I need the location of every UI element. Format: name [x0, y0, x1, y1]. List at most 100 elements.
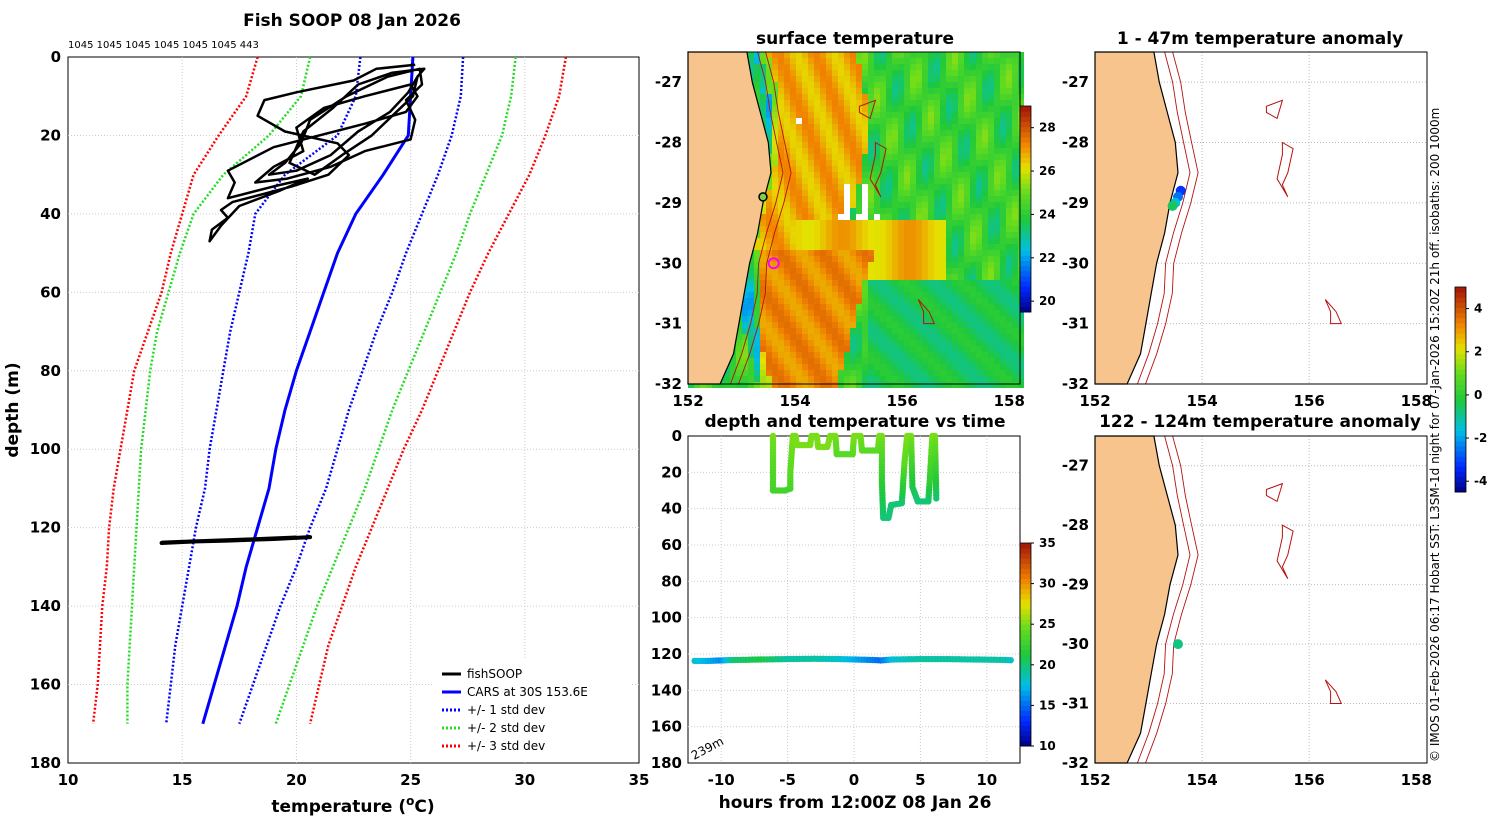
sst-cell	[892, 310, 898, 316]
sst-cell	[976, 70, 982, 76]
sst-cell	[958, 184, 964, 190]
an1-lat--31: -31	[1062, 315, 1089, 333]
sst-cell	[874, 274, 880, 280]
sst-cell	[922, 340, 928, 346]
sst-cell	[760, 232, 766, 238]
sst-cell	[1006, 292, 1012, 298]
sst-cell	[826, 340, 832, 346]
sst-cell	[748, 382, 754, 388]
sst-cell	[766, 190, 772, 196]
sst-cell	[922, 250, 928, 256]
sst-cell	[874, 106, 880, 112]
sst-cell	[742, 292, 748, 298]
sst-cell	[916, 106, 922, 112]
sst-cell	[814, 286, 820, 292]
sst-cell	[844, 64, 850, 70]
sst-cell	[850, 52, 856, 58]
sst-cell	[940, 220, 946, 226]
sst-cell	[874, 94, 880, 100]
sst-cell	[862, 196, 868, 202]
sst-cell	[862, 292, 868, 298]
sst-cell	[1000, 328, 1006, 334]
sst-cell	[892, 274, 898, 280]
an2-lat--31: -31	[1062, 695, 1089, 713]
sst-cell	[826, 352, 832, 358]
sst-cell	[1000, 280, 1006, 286]
sst-cell	[880, 244, 886, 250]
sst-cell	[766, 352, 772, 358]
sst-cell	[958, 202, 964, 208]
sst-cell	[844, 178, 850, 184]
sst-cell	[970, 202, 976, 208]
sst-cell	[856, 82, 862, 88]
y-tick-160: 160	[30, 676, 61, 694]
sst-cell	[994, 154, 1000, 160]
sst-cell	[946, 328, 952, 334]
sst-cell	[766, 244, 772, 250]
sst-cell	[844, 280, 850, 286]
sst-cell	[832, 232, 838, 238]
sst-cell	[838, 292, 844, 298]
sst-cell	[952, 190, 958, 196]
sst-cell	[802, 286, 808, 292]
sst-cell	[796, 286, 802, 292]
sst-cell	[964, 220, 970, 226]
sst-cell	[874, 292, 880, 298]
sst-cell	[868, 118, 874, 124]
sst-cell	[844, 190, 850, 196]
sst-cell	[856, 346, 862, 352]
sst-cell	[892, 76, 898, 82]
sst-cell	[844, 274, 850, 280]
an-cbar-band	[1455, 425, 1466, 431]
sst-cell	[772, 298, 778, 304]
sst-cell	[880, 238, 886, 244]
sst-cell	[748, 280, 754, 286]
sst-cell	[970, 298, 976, 304]
sst-cell	[910, 220, 916, 226]
sst-cell	[904, 58, 910, 64]
sst-cell	[790, 124, 796, 130]
sst-cell	[1012, 316, 1018, 322]
sst-cell	[976, 52, 982, 58]
ts-y-tick-0: 0	[672, 427, 682, 445]
sst-cell	[988, 160, 994, 166]
sst-cell	[976, 64, 982, 70]
sst-cell	[826, 70, 832, 76]
sst-cell	[862, 304, 868, 310]
sst-cell	[838, 310, 844, 316]
sst-cell	[742, 298, 748, 304]
sst-cell	[910, 274, 916, 280]
sst-cell	[946, 352, 952, 358]
sst-cell	[754, 382, 760, 388]
sst-cell	[874, 322, 880, 328]
sst-cell	[796, 352, 802, 358]
sst-marker-black	[758, 192, 768, 202]
sst-cell	[754, 346, 760, 352]
sst-cell	[868, 334, 874, 340]
sst-cell	[808, 322, 814, 328]
sst-cell	[868, 376, 874, 382]
sst-cell	[1006, 184, 1012, 190]
sst-cell	[856, 250, 862, 256]
sst-cell	[976, 76, 982, 82]
ts-cbar-band	[1020, 578, 1031, 585]
sst-cell	[904, 214, 910, 220]
sst-cell	[754, 280, 760, 286]
sst-cell	[934, 100, 940, 106]
ts-cbar-band	[1020, 690, 1031, 696]
sst-cell	[886, 370, 892, 376]
sst-cell	[928, 202, 934, 208]
sst-cell	[838, 130, 844, 136]
sst-cell	[922, 88, 928, 94]
sst-cell	[772, 184, 778, 190]
sst-cell	[802, 178, 808, 184]
sst-cell	[766, 184, 772, 190]
sst-cell	[784, 70, 790, 76]
sst-cell	[952, 358, 958, 364]
sst-cell	[874, 370, 880, 376]
sst-cell	[964, 64, 970, 70]
sst-cell	[982, 238, 988, 244]
sst-cell	[808, 346, 814, 352]
sst-cell	[964, 352, 970, 358]
